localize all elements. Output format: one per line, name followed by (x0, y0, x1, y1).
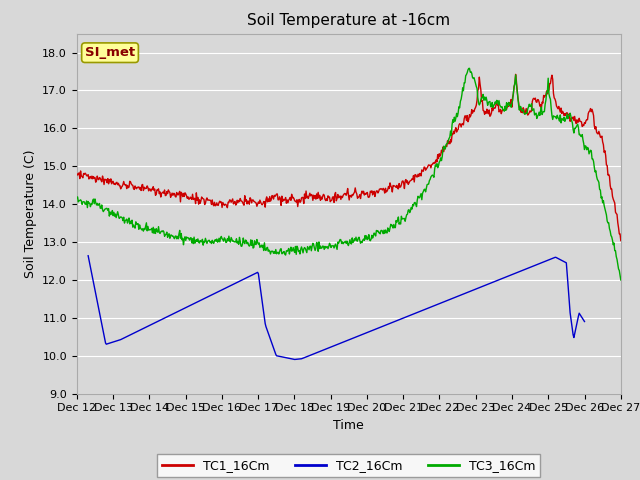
Legend: TC1_16Cm, TC2_16Cm, TC3_16Cm: TC1_16Cm, TC2_16Cm, TC3_16Cm (157, 455, 540, 477)
TC1_16Cm (617, 238, 625, 243)
TC1_16Cm (83, 173, 90, 179)
TC1_16Cm (194, 194, 202, 200)
X-axis label: Time: Time (333, 419, 364, 432)
TC2_16Cm (194, 299, 202, 305)
TC3_16Cm (617, 277, 625, 283)
TC3_16Cm (83, 198, 90, 204)
TC3_16Cm (73, 195, 81, 201)
TC3_16Cm (194, 236, 202, 242)
TC2_16Cm (139, 326, 147, 332)
TC2_16Cm (223, 285, 230, 290)
TC1_16Cm (415, 174, 422, 180)
TC3_16Cm (415, 195, 422, 201)
TC1_16Cm (73, 171, 81, 177)
TC3_16Cm (223, 239, 230, 245)
Line: TC2_16Cm: TC2_16Cm (88, 256, 584, 360)
Text: SI_met: SI_met (85, 46, 135, 59)
Line: TC3_16Cm: TC3_16Cm (77, 68, 621, 280)
TC1_16Cm (223, 203, 230, 209)
Title: Soil Temperature at -16cm: Soil Temperature at -16cm (247, 13, 451, 28)
TC2_16Cm (431, 303, 438, 309)
TC2_16Cm (415, 309, 422, 315)
TC3_16Cm (466, 65, 474, 71)
TC3_16Cm (431, 166, 438, 172)
Y-axis label: Soil Temperature (C): Soil Temperature (C) (24, 149, 36, 278)
TC1_16Cm (431, 159, 438, 165)
TC1_16Cm (512, 72, 520, 77)
TC3_16Cm (139, 226, 147, 232)
TC1_16Cm (139, 181, 147, 187)
Line: TC1_16Cm: TC1_16Cm (77, 74, 621, 240)
